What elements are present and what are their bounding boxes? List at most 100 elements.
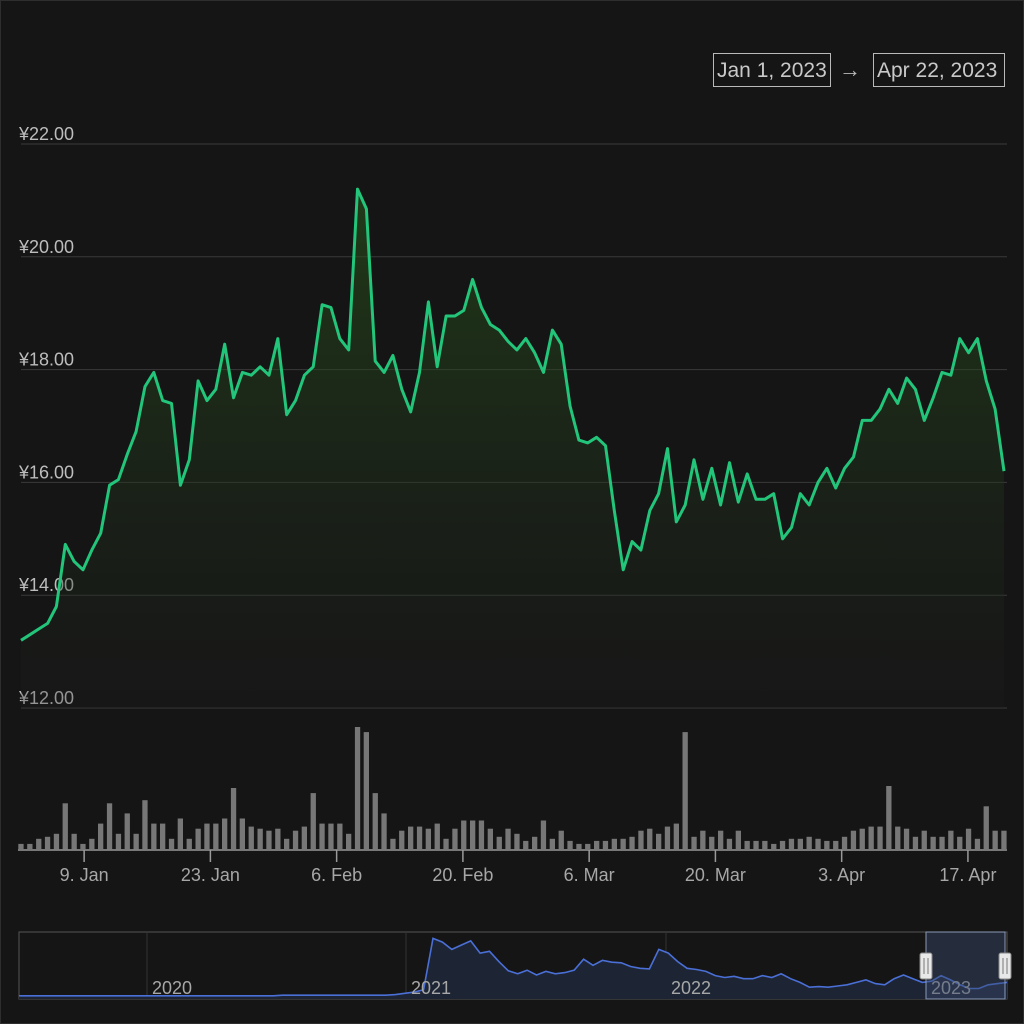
volume-bar <box>602 840 609 849</box>
volume-bar <box>1001 830 1007 849</box>
navigator-left-handle[interactable] <box>919 952 933 980</box>
volume-bar <box>319 823 325 849</box>
volume-bar <box>833 840 839 849</box>
volume-bar <box>797 838 803 849</box>
volume-bar <box>301 826 307 849</box>
volume-bar <box>53 833 60 850</box>
navigator-selected-window[interactable] <box>925 931 1006 1000</box>
navigator-right-handle[interactable] <box>998 952 1012 980</box>
x-tick-label: 9. Jan <box>60 865 109 885</box>
range-start-input[interactable]: Jan 1, 2023 <box>713 53 831 87</box>
volume-bar <box>806 836 812 849</box>
handle-grip[interactable] <box>919 952 933 980</box>
volume-bar <box>815 838 821 849</box>
volume-bar <box>434 823 440 849</box>
volume-bar <box>98 823 104 849</box>
volume-bar <box>496 836 502 849</box>
volume-bar <box>337 823 343 849</box>
volume-bar <box>824 840 830 849</box>
volume-bar <box>567 840 573 849</box>
volume-bar <box>664 826 671 849</box>
volume-bar <box>903 828 910 849</box>
volume-bar <box>372 793 378 849</box>
volume-bar <box>452 828 458 849</box>
volume-bar <box>709 836 715 849</box>
navigator-year-label: 2022 <box>671 978 711 998</box>
navigator-year-label: 2023 <box>931 978 971 998</box>
volume-bar <box>80 843 86 849</box>
y-tick-label: ¥20.00 <box>18 237 74 257</box>
volume-bar <box>576 843 582 849</box>
volume-bar <box>726 838 733 849</box>
volume-bar <box>912 836 919 849</box>
x-tick-label: 6. Feb <box>311 865 362 885</box>
volume-bar <box>779 840 786 849</box>
volume-bar <box>700 830 706 849</box>
x-tick-label: 3. Apr <box>818 865 865 885</box>
volume-bar <box>549 838 555 849</box>
volume-bar <box>142 800 148 849</box>
volume-bar <box>354 727 361 849</box>
volume-bar <box>248 826 254 849</box>
volume-bar <box>416 826 423 849</box>
volume-bar <box>213 823 219 849</box>
volume-bar <box>877 826 883 849</box>
volume-bar <box>682 732 688 849</box>
volume-bar <box>381 813 387 849</box>
y-tick-label: ¥18.00 <box>18 350 74 370</box>
navigator[interactable]: 2020 2021 2022 2023 <box>18 931 1012 1000</box>
x-tick-label: 20. Mar <box>685 865 746 885</box>
volume-bar <box>859 828 865 849</box>
volume-bar <box>974 838 981 849</box>
x-tick-label: 23. Jan <box>181 865 240 885</box>
volume-bar <box>753 840 759 849</box>
volume-bar <box>895 826 901 849</box>
volume-bar <box>691 836 697 849</box>
volume-bar <box>222 818 228 849</box>
navigator-year-labels: 2020 2021 2022 2023 <box>152 978 971 998</box>
volume-bar <box>275 828 281 849</box>
volume-bar <box>629 836 635 849</box>
volume-bar <box>399 830 405 849</box>
volume-bar <box>470 820 476 849</box>
volume-bar <box>133 833 139 850</box>
volume-bar <box>594 840 600 849</box>
volume-bar <box>762 840 768 849</box>
volume-bar <box>611 838 617 849</box>
volume-bar <box>983 806 989 849</box>
range-end-input[interactable]: Apr 22, 2023 <box>873 53 1005 87</box>
navigator-year-label: 2020 <box>152 978 192 998</box>
volume-bar <box>195 828 201 849</box>
volume-bar <box>346 833 352 850</box>
volume-bar <box>532 836 538 849</box>
volume-bar <box>478 820 485 849</box>
volume-bar <box>788 838 795 849</box>
volume-bar <box>177 818 183 849</box>
volume-bar <box>36 838 42 849</box>
volume-bar <box>735 830 741 849</box>
volume-bar <box>957 836 963 849</box>
navigator-year-label: 2021 <box>411 978 451 998</box>
price-area <box>21 189 1004 709</box>
volume-bar <box>656 833 662 850</box>
volume-bar <box>292 830 299 849</box>
volume-bar <box>27 843 33 849</box>
volume-bar <box>160 823 166 849</box>
price-line <box>20 187 1006 642</box>
y-tick-label: ¥16.00 <box>18 462 74 482</box>
handle-grip[interactable] <box>998 952 1012 980</box>
navigator-area <box>19 938 1007 999</box>
volume-bar <box>558 830 564 849</box>
volume-bar <box>390 838 396 849</box>
range-arrow-icon: → <box>839 57 861 82</box>
volume-bar <box>850 830 857 849</box>
volume-bar <box>992 830 998 849</box>
volume-bar <box>886 786 892 849</box>
volume-bar <box>124 813 130 849</box>
volume-bar <box>71 833 77 850</box>
volume-bar <box>939 836 945 849</box>
volume-bar <box>620 838 626 849</box>
volume-bar <box>62 803 68 850</box>
volume-bar <box>168 838 175 849</box>
